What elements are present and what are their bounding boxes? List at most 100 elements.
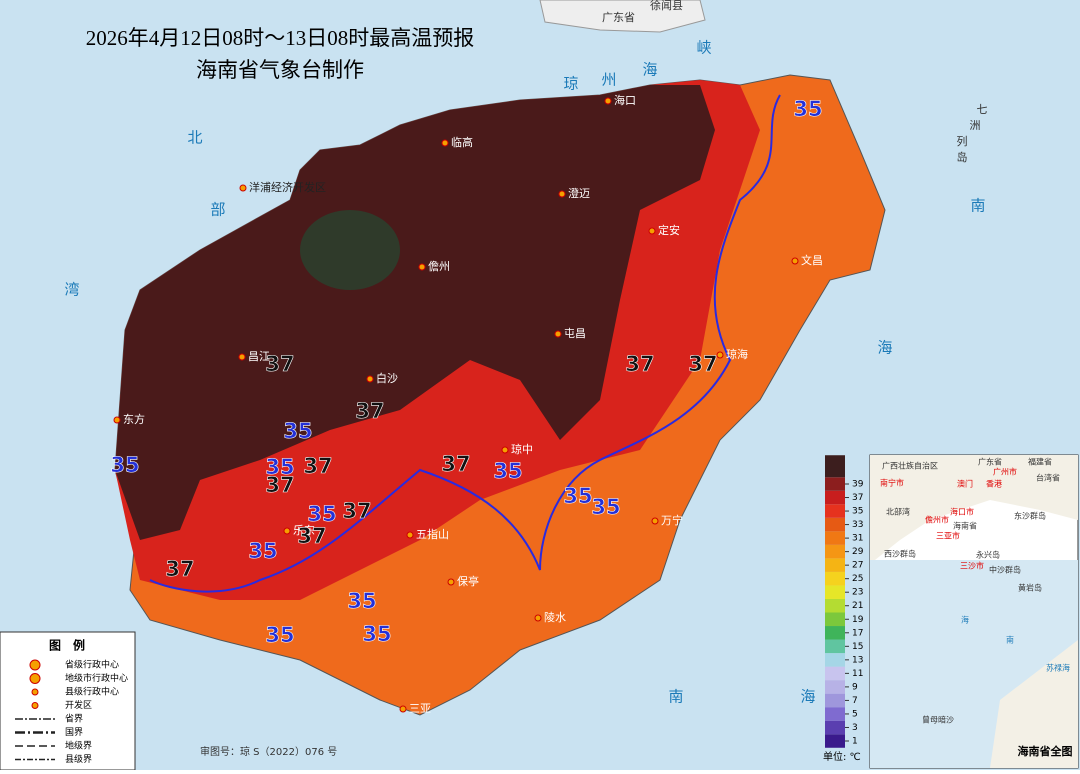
legend-symbol [29,659,41,671]
place-label: 保亭 [457,574,479,588]
legend-label: 地级界 [65,740,92,752]
inset-label: 海口市 [950,507,974,517]
colorbar-tick-label: 13 [852,655,863,665]
inset-title: 海南省全图 [1018,744,1073,758]
colorbar-swatch [825,531,845,545]
contour-label: 35 [563,484,592,508]
inset-label: 南宁市 [880,478,904,488]
legend-box [0,631,136,771]
contour-label: 37 [297,524,326,548]
contour-label: 37 [265,473,294,497]
place-marker [418,263,426,271]
sea-label: 海 [800,688,815,706]
inset-label: 黄岩岛 [1018,583,1042,593]
place-label: 琼海 [726,347,748,361]
legend-symbol [29,673,41,684]
colorbar-swatch [825,544,845,559]
colorbar-swatch [825,653,845,667]
contour-label: 37 [625,352,654,376]
colorbar-tick-label: 23 [852,588,863,598]
place-marker [558,190,566,198]
place-label: 定安 [658,223,680,237]
colorbar-swatch [825,517,845,532]
inset-label: 广西壮族自治区 [882,461,938,471]
colorbar-swatch [825,666,845,681]
place-label: 临高 [451,135,473,149]
colorbar-tick-label: 5 [852,709,858,719]
sea-label: 海 [877,339,892,357]
inset-land [870,455,1078,560]
place-label: 澄迈 [568,186,590,200]
inset-label: 台湾省 [1036,473,1060,483]
contour-label: 35 [248,539,277,563]
sea-label: 洲 [970,119,981,132]
colorbar-swatch [825,680,845,694]
colorbar-tick-label: 3 [852,723,858,733]
contour-label: 35 [493,459,522,483]
colorbar-tick-label: 1 [852,737,858,747]
place-label: 儋州 [428,260,450,273]
contour-label: 35 [265,623,294,647]
place-label: 万宁 [661,513,683,527]
place-marker [604,97,612,105]
sea-label: 湾 [64,281,79,299]
place-marker [239,184,247,192]
place-marker [791,257,799,265]
sea-label: 州 [601,71,616,89]
sea-label: 南 [970,197,985,215]
colorbar-tick-label: 15 [852,642,863,652]
inset-land-south [990,640,1078,768]
legend-symbol [31,702,39,709]
place-marker [238,353,246,361]
contour-label: 37 [165,557,194,581]
inset-label: 广州市 [993,467,1017,477]
place-marker [554,330,562,338]
colorbar-swatch [825,504,845,518]
place-marker [441,139,449,147]
place-label: 五指山 [416,527,449,541]
place-marker [648,227,656,235]
legend-title: 图 例 [49,638,85,653]
sea-label: 岛 [957,150,968,164]
place-label: 乐东 [293,524,315,537]
colorbar-swatch [825,720,845,735]
place-label: 三亚 [409,702,431,715]
place-label: 海口 [614,93,636,107]
legend-label: 县级行政中心 [65,686,119,698]
place-marker [113,416,121,424]
contour-label: 35 [591,495,620,519]
colorbar-tick-label: 17 [852,628,863,638]
colorbar-swatch [825,490,845,505]
inset-label: 福建省 [1028,457,1052,467]
colorbar-tick-label: 7 [852,696,858,706]
colorbar-swatch [825,707,845,721]
subtitle: 海南省气象台制作 [196,58,364,82]
inset-label: 东沙群岛 [1014,511,1046,521]
colorbar-swatch [825,626,845,640]
colorbar-unit: 单位: ℃ [823,750,861,763]
contour-line [149,94,781,593]
sea-label: 峡 [696,39,711,57]
legend-label: 省界 [65,713,83,725]
outside-label: 徐闻县 [650,0,683,12]
colorbar-tick-label: 25 [852,574,863,584]
inset-label: 永兴岛 [976,550,1000,560]
inset-label: 海 [961,615,969,625]
inset-label: 儋州市 [925,515,949,525]
inset-label: 香港 [986,479,1002,489]
inset-label: 三亚市 [936,531,960,541]
place-label: 白沙 [376,371,398,385]
legend-label: 国界 [65,727,83,738]
colorbar-tick-label: 19 [852,615,864,625]
sea-label: 列 [957,134,968,148]
sea-label: 琼 [563,75,578,93]
colorbar-tick-label: 35 [852,507,863,517]
colorbar-swatch [825,558,845,572]
legend-label: 地级市行政中心 [65,672,128,684]
contour-label: 35 [283,419,312,443]
colorbar-swatch [825,693,845,708]
place-label: 琼中 [511,442,533,456]
colorbar-tick-label: 33 [852,520,863,530]
place-label: 文昌 [801,253,823,267]
